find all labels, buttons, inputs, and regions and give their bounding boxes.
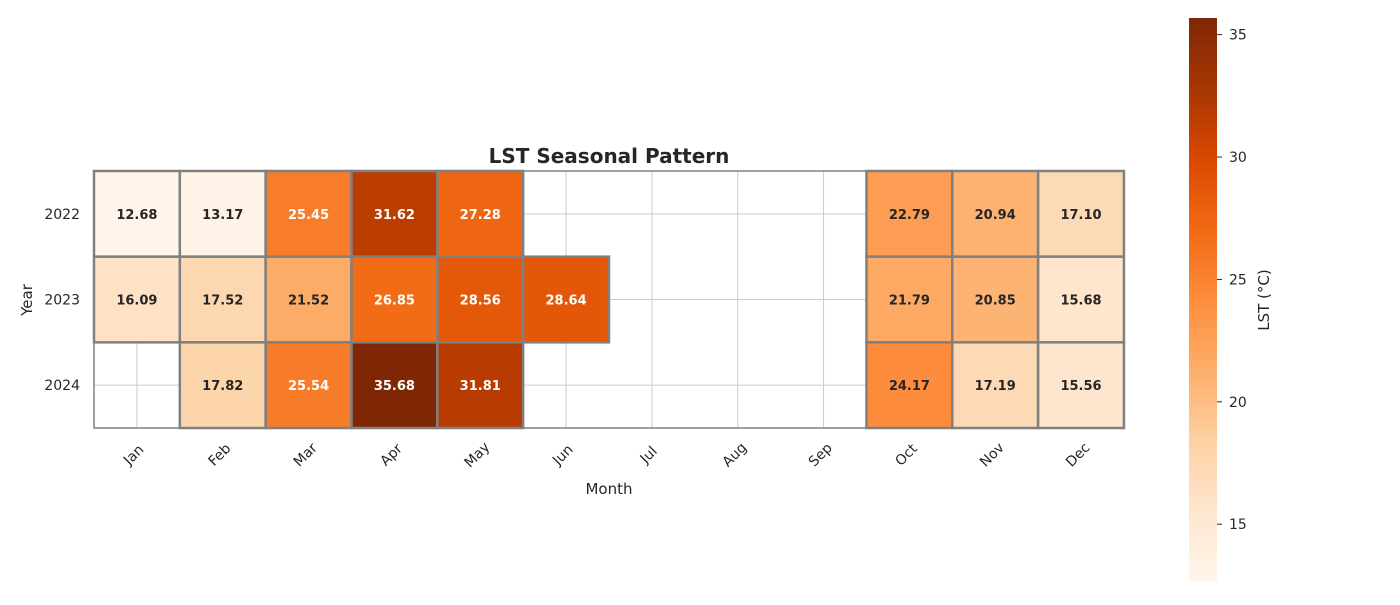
cell-value-label: 20.85 — [975, 294, 1016, 309]
colorbar-ticks: 15 20 25 30 35 — [1217, 28, 1247, 533]
heatmap-cell — [264, 169, 353, 258]
y-tick-label: 2023 — [44, 293, 80, 309]
x-tick-label: Sep — [806, 440, 836, 470]
colorbar-tick-label: 20 — [1229, 395, 1247, 411]
x-tick-label: Dec — [1063, 440, 1093, 470]
cell-value-label: 27.28 — [460, 208, 501, 223]
colorbar-tick-label: 30 — [1229, 150, 1247, 166]
x-tick-label: Apr — [377, 441, 406, 470]
x-tick-label: Oct — [892, 441, 921, 470]
x-tick-label: Mar — [291, 440, 321, 470]
heatmap-cell — [1036, 341, 1126, 430]
heatmap-cells — [92, 169, 1126, 430]
cell-value-label: 13.17 — [202, 208, 243, 223]
cell-value-label: 21.52 — [288, 294, 329, 309]
x-tick-label: Feb — [205, 441, 234, 470]
cell-value-label: 25.45 — [288, 208, 329, 223]
y-tick-label: 2024 — [44, 378, 80, 394]
cell-value-label: 31.81 — [460, 379, 501, 394]
cell-value-label: 17.82 — [202, 379, 243, 394]
x-tick-label: Jul — [637, 444, 661, 468]
heatmap-cell — [951, 255, 1040, 344]
y-tick-labels: 2022 2023 2024 — [44, 207, 80, 394]
x-tick-label: Jan — [120, 442, 147, 469]
x-tick-label: May — [462, 439, 494, 471]
cell-value-label: 15.68 — [1060, 294, 1101, 309]
cell-value-label: 35.68 — [374, 379, 415, 394]
colorbar-tick-label: 25 — [1229, 272, 1247, 288]
cell-value-labels: 12.68 13.17 25.45 31.62 27.28 22.79 20.94 17.10… — [116, 208, 1101, 394]
y-tick-label: 2022 — [44, 207, 80, 223]
cell-value-label: 16.09 — [116, 294, 157, 309]
x-tick-labels: Jan Feb Mar Apr May Jun Jul Aug Sep Oct Nov Dec — [120, 439, 1093, 471]
cell-value-label: 17.52 — [202, 294, 243, 309]
heatmap-cell — [865, 255, 954, 344]
cell-value-label: 26.85 — [374, 294, 415, 309]
cell-value-label: 25.54 — [288, 379, 329, 394]
heatmap-cell — [521, 255, 611, 344]
colorbar-tick-label: 15 — [1229, 517, 1247, 533]
x-tick-label: Nov — [977, 440, 1008, 471]
x-tick-label: Jun — [549, 442, 576, 469]
x-tick-label: Aug — [720, 440, 751, 471]
colorbar-label: LST (°C) — [1255, 269, 1273, 331]
cell-value-label: 17.10 — [1060, 208, 1101, 223]
cell-value-label: 20.94 — [975, 208, 1016, 223]
colorbar-gradient — [1189, 18, 1217, 581]
colorbar-tick-label: 35 — [1229, 28, 1247, 44]
cell-value-label: 31.62 — [374, 208, 415, 223]
heatmap-cell — [92, 169, 182, 258]
heatmap-cell — [92, 255, 182, 344]
y-axis-label: Year — [18, 283, 36, 317]
cell-value-label: 22.79 — [889, 208, 930, 223]
heatmap-cell — [865, 169, 954, 258]
x-axis-label: Month — [585, 480, 632, 498]
cell-value-label: 17.19 — [975, 379, 1016, 394]
cell-value-label: 28.64 — [546, 294, 587, 309]
cell-value-label: 21.79 — [889, 294, 930, 309]
chart-title: LST Seasonal Pattern — [489, 144, 730, 168]
heatmap-cell — [350, 341, 439, 430]
colorbar: 15 20 25 30 35 LST (°C) — [1189, 18, 1273, 581]
cell-value-label: 12.68 — [116, 208, 157, 223]
cell-value-label: 15.56 — [1060, 379, 1101, 394]
heatmap-cell — [951, 341, 1040, 430]
heatmap-cell — [264, 341, 353, 430]
cell-value-label: 28.56 — [460, 294, 501, 309]
cell-value-label: 24.17 — [889, 379, 930, 394]
heatmap-cell — [436, 341, 525, 430]
heatmap-cell — [1036, 169, 1126, 258]
